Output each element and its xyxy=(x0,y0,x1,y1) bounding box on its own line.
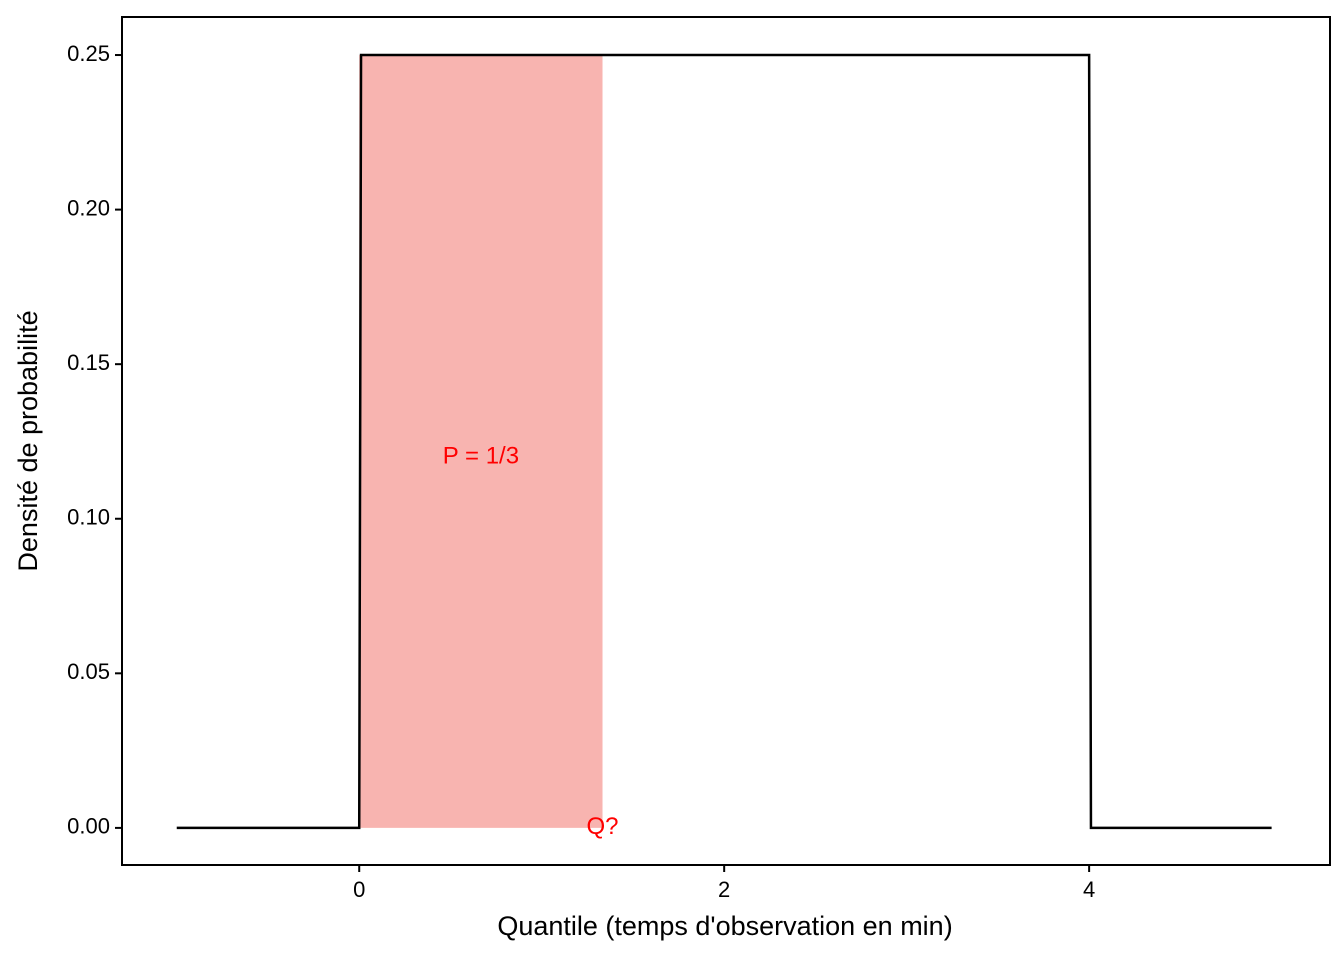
x-tick-label: 0 xyxy=(353,877,365,902)
density-line xyxy=(176,53,1272,830)
x-axis-title: Quantile (temps d'observation en min) xyxy=(497,911,952,941)
shaded-area xyxy=(359,55,603,828)
y-tick-label: 0.20 xyxy=(67,195,110,220)
x-tick-label: 2 xyxy=(718,877,730,902)
y-axis-title: Densité de probabilité xyxy=(13,310,43,571)
annotation: P = 1/3 xyxy=(443,442,519,469)
y-tick-label: 0.25 xyxy=(67,41,110,66)
x-tick-label: 4 xyxy=(1083,877,1095,902)
y-tick-label: 0.10 xyxy=(67,505,110,530)
y-tick-label: 0.15 xyxy=(67,350,110,375)
panel-border xyxy=(121,16,1331,866)
y-tick-label: 0.05 xyxy=(67,659,110,684)
y-tick-label: 0.00 xyxy=(67,814,110,839)
annotation: Q? xyxy=(587,813,619,840)
